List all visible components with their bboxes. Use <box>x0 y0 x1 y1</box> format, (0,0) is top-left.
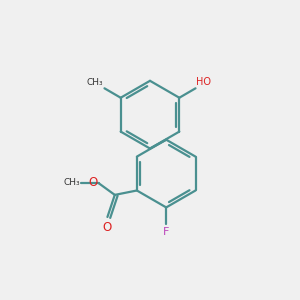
Text: HO: HO <box>196 77 211 87</box>
Text: CH₃: CH₃ <box>87 78 103 87</box>
Text: O: O <box>102 221 111 234</box>
Text: F: F <box>163 227 169 237</box>
Text: O: O <box>89 176 98 189</box>
Text: CH₃: CH₃ <box>63 178 80 187</box>
